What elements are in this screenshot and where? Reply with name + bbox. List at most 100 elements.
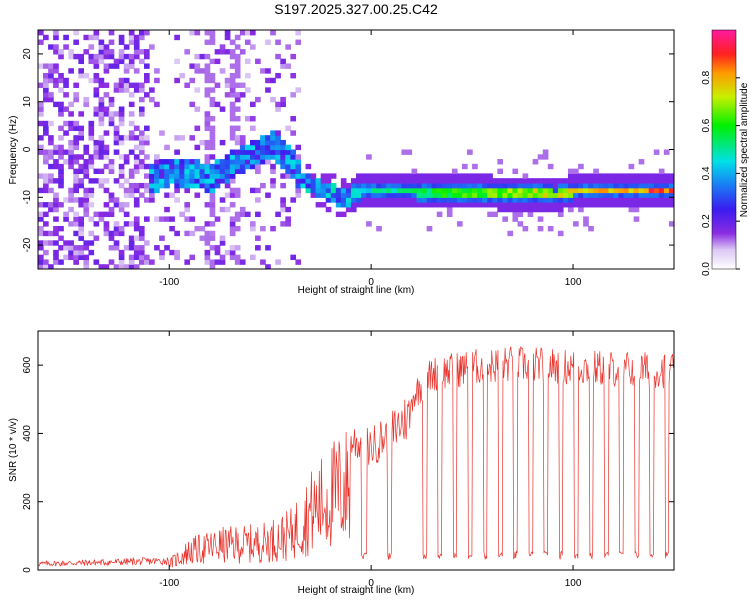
spectrogram-cell bbox=[477, 178, 483, 184]
spectrogram-cell bbox=[396, 197, 403, 203]
spectrogram-cell bbox=[345, 197, 352, 203]
spectrogram-cell bbox=[164, 178, 170, 184]
spectrogram-cell bbox=[229, 125, 236, 131]
spectrogram-cell bbox=[542, 187, 549, 194]
spectrogram-cell bbox=[547, 197, 554, 203]
spectrogram-cell bbox=[618, 173, 625, 179]
spectrogram-cell bbox=[441, 187, 448, 194]
spectrogram-cell bbox=[532, 202, 539, 208]
spectrogram-cell bbox=[38, 230, 44, 237]
spectrogram-cell bbox=[280, 63, 286, 69]
spectrogram-cell bbox=[194, 192, 201, 198]
spectrogram-cell bbox=[386, 173, 392, 179]
spectrogram-cell bbox=[154, 173, 160, 179]
spectrogram-cell bbox=[396, 187, 403, 194]
spectrogram-cell bbox=[174, 135, 180, 141]
spectrogram-cell bbox=[98, 44, 105, 50]
spectrogram-cell bbox=[623, 173, 630, 179]
spectrogram-cell bbox=[123, 221, 130, 227]
spectrogram-cell bbox=[537, 197, 544, 203]
spectrogram-cell bbox=[108, 101, 115, 108]
spectrogram-cell bbox=[118, 139, 125, 146]
spectrogram-cell bbox=[507, 202, 514, 208]
spectrogram-cell bbox=[169, 192, 175, 198]
spectrogram-cell bbox=[138, 159, 145, 165]
spectrogram-cell bbox=[472, 202, 478, 208]
spectrogram-cell bbox=[48, 202, 54, 208]
spectrogram-cell bbox=[53, 63, 59, 69]
spectrogram-cell bbox=[73, 249, 79, 256]
spectrogram-cell bbox=[219, 163, 226, 170]
spectrogram-cell bbox=[502, 206, 509, 213]
spectrogram-cell bbox=[189, 30, 196, 36]
spectrogram-cell bbox=[118, 135, 125, 141]
spectrogram-cell bbox=[280, 96, 286, 103]
spectrogram-cell bbox=[48, 63, 54, 69]
spectrogram-cell bbox=[411, 202, 418, 208]
spectrogram-cell bbox=[421, 182, 428, 189]
spectrogram-cell bbox=[239, 30, 246, 36]
spectrogram-cell bbox=[58, 202, 64, 208]
spectrogram-cell bbox=[396, 182, 403, 189]
spectrogram-cell bbox=[376, 197, 382, 203]
spectrogram-cell bbox=[73, 187, 79, 194]
spectrogram-cell bbox=[154, 168, 160, 174]
spectrogram-cell bbox=[144, 173, 150, 179]
spectrogram-cell bbox=[628, 206, 635, 213]
spectrogram-cell bbox=[406, 182, 413, 189]
y-tick-label: 200 bbox=[22, 493, 33, 510]
spectrogram-cell bbox=[416, 182, 423, 189]
spectrogram-cell bbox=[557, 197, 564, 203]
spectrogram-cell bbox=[295, 259, 302, 265]
spectrogram-cell bbox=[401, 192, 408, 198]
spectrogram-cell bbox=[58, 144, 64, 151]
spectrogram-cell bbox=[290, 154, 297, 160]
spectrogram-cell bbox=[78, 130, 85, 136]
spectrogram-cell bbox=[270, 139, 276, 146]
spectrogram-cell bbox=[421, 202, 428, 208]
spectrogram-cell bbox=[113, 125, 120, 131]
spectrogram-cell bbox=[239, 259, 246, 265]
spectrogram-cell bbox=[411, 182, 418, 189]
spectrogram-cell bbox=[189, 178, 196, 184]
spectrogram-cell bbox=[43, 202, 49, 208]
spectrogram-cell bbox=[229, 101, 236, 108]
spectrogram-cell bbox=[340, 178, 347, 184]
spectrogram-cell bbox=[628, 163, 635, 170]
spectrogram-cell bbox=[154, 68, 160, 74]
spectrogram-cell bbox=[290, 173, 297, 179]
spectrogram-cell bbox=[209, 73, 216, 79]
spectrogram-cell bbox=[209, 163, 216, 170]
spectrogram-cell bbox=[593, 197, 599, 203]
spectrogram-cell bbox=[542, 178, 549, 184]
spectrogram-cell bbox=[138, 230, 145, 237]
spectrogram-cell bbox=[345, 182, 352, 189]
spectrogram-cell bbox=[446, 192, 453, 198]
spectrogram-cell bbox=[43, 264, 49, 269]
spectrogram-cell bbox=[58, 135, 64, 141]
spectrogram-cell bbox=[244, 39, 251, 45]
spectrogram-cell bbox=[270, 96, 276, 103]
spectrogram-cell bbox=[350, 197, 357, 203]
spectrogram-cell bbox=[78, 125, 85, 131]
spectrogram-cell bbox=[502, 197, 509, 203]
spectrogram-cell bbox=[234, 216, 241, 222]
spectrogram-cell bbox=[219, 139, 226, 146]
spectrogram-cell bbox=[63, 130, 69, 136]
spectrogram-cell bbox=[209, 221, 216, 227]
spectrogram-cell bbox=[194, 125, 201, 131]
spectrogram-cell bbox=[234, 34, 241, 41]
spectrogram-cell bbox=[265, 144, 271, 151]
spectrogram-cell bbox=[648, 187, 655, 194]
spectrogram-cell bbox=[209, 144, 216, 151]
spectrogram-cell bbox=[58, 163, 64, 170]
spectrogram-cell bbox=[68, 197, 74, 203]
spectrogram-cell bbox=[583, 221, 589, 227]
spectrogram-cell bbox=[128, 53, 135, 60]
spectrogram-cell bbox=[613, 187, 620, 194]
colorbar-tick-label: 0.0 bbox=[701, 262, 712, 276]
spectrogram-cell bbox=[93, 154, 100, 160]
spectrogram-cell bbox=[194, 53, 201, 60]
spectrogram-cell bbox=[542, 197, 549, 203]
spectrogram-cell bbox=[174, 77, 180, 84]
